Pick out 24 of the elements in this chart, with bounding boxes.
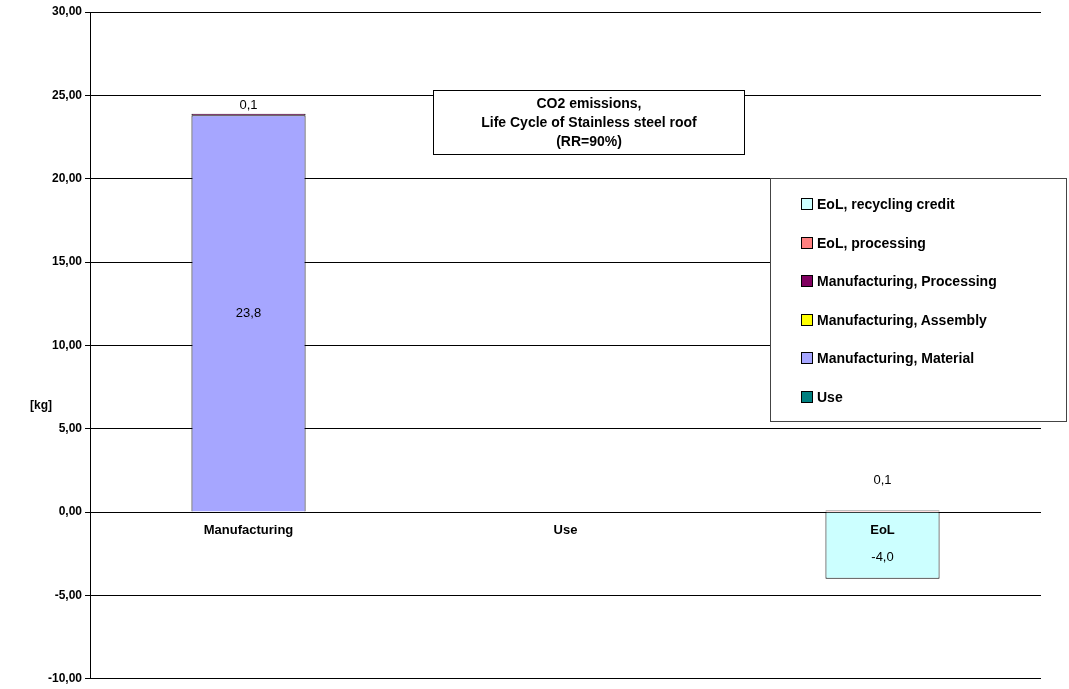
y-tick-label: -5,00 [54, 587, 83, 602]
x-tick-label: Manufacturing [203, 522, 294, 538]
legend-label: Manufacturing, Assembly [817, 311, 987, 328]
data-label: 0,1 [873, 472, 892, 488]
legend-label: EoL, processing [817, 234, 926, 251]
x-tick-label: EoL [870, 522, 895, 538]
legend-label: Manufacturing, Material [817, 350, 975, 367]
y-tick-label: 0,00 [58, 504, 83, 519]
x-tick-label: Use [553, 522, 578, 538]
legend-label: Use [817, 388, 843, 405]
data-label: 23,8 [235, 305, 262, 321]
y-tick-label: 20,00 [51, 171, 83, 186]
y-tick-label: 10,00 [51, 337, 83, 352]
title-box: CO2 emissions, Life Cycle of Stainless steel roof (RR=90%) [433, 90, 745, 155]
y-tick-label: 30,00 [51, 4, 83, 19]
legend-label: Manufacturing, Processing [817, 273, 997, 290]
y-tick-label: 25,00 [51, 87, 83, 102]
y-tick-label: 15,00 [51, 254, 83, 269]
legend-label: EoL, recycling credit [817, 196, 955, 213]
data-label: -4,0 [871, 549, 894, 565]
y-tick-label: -10,00 [47, 671, 83, 686]
y-tick-label: 5,00 [58, 421, 83, 436]
data-label: 0,1 [239, 97, 258, 113]
y-axis-title: [kg] [30, 397, 52, 412]
